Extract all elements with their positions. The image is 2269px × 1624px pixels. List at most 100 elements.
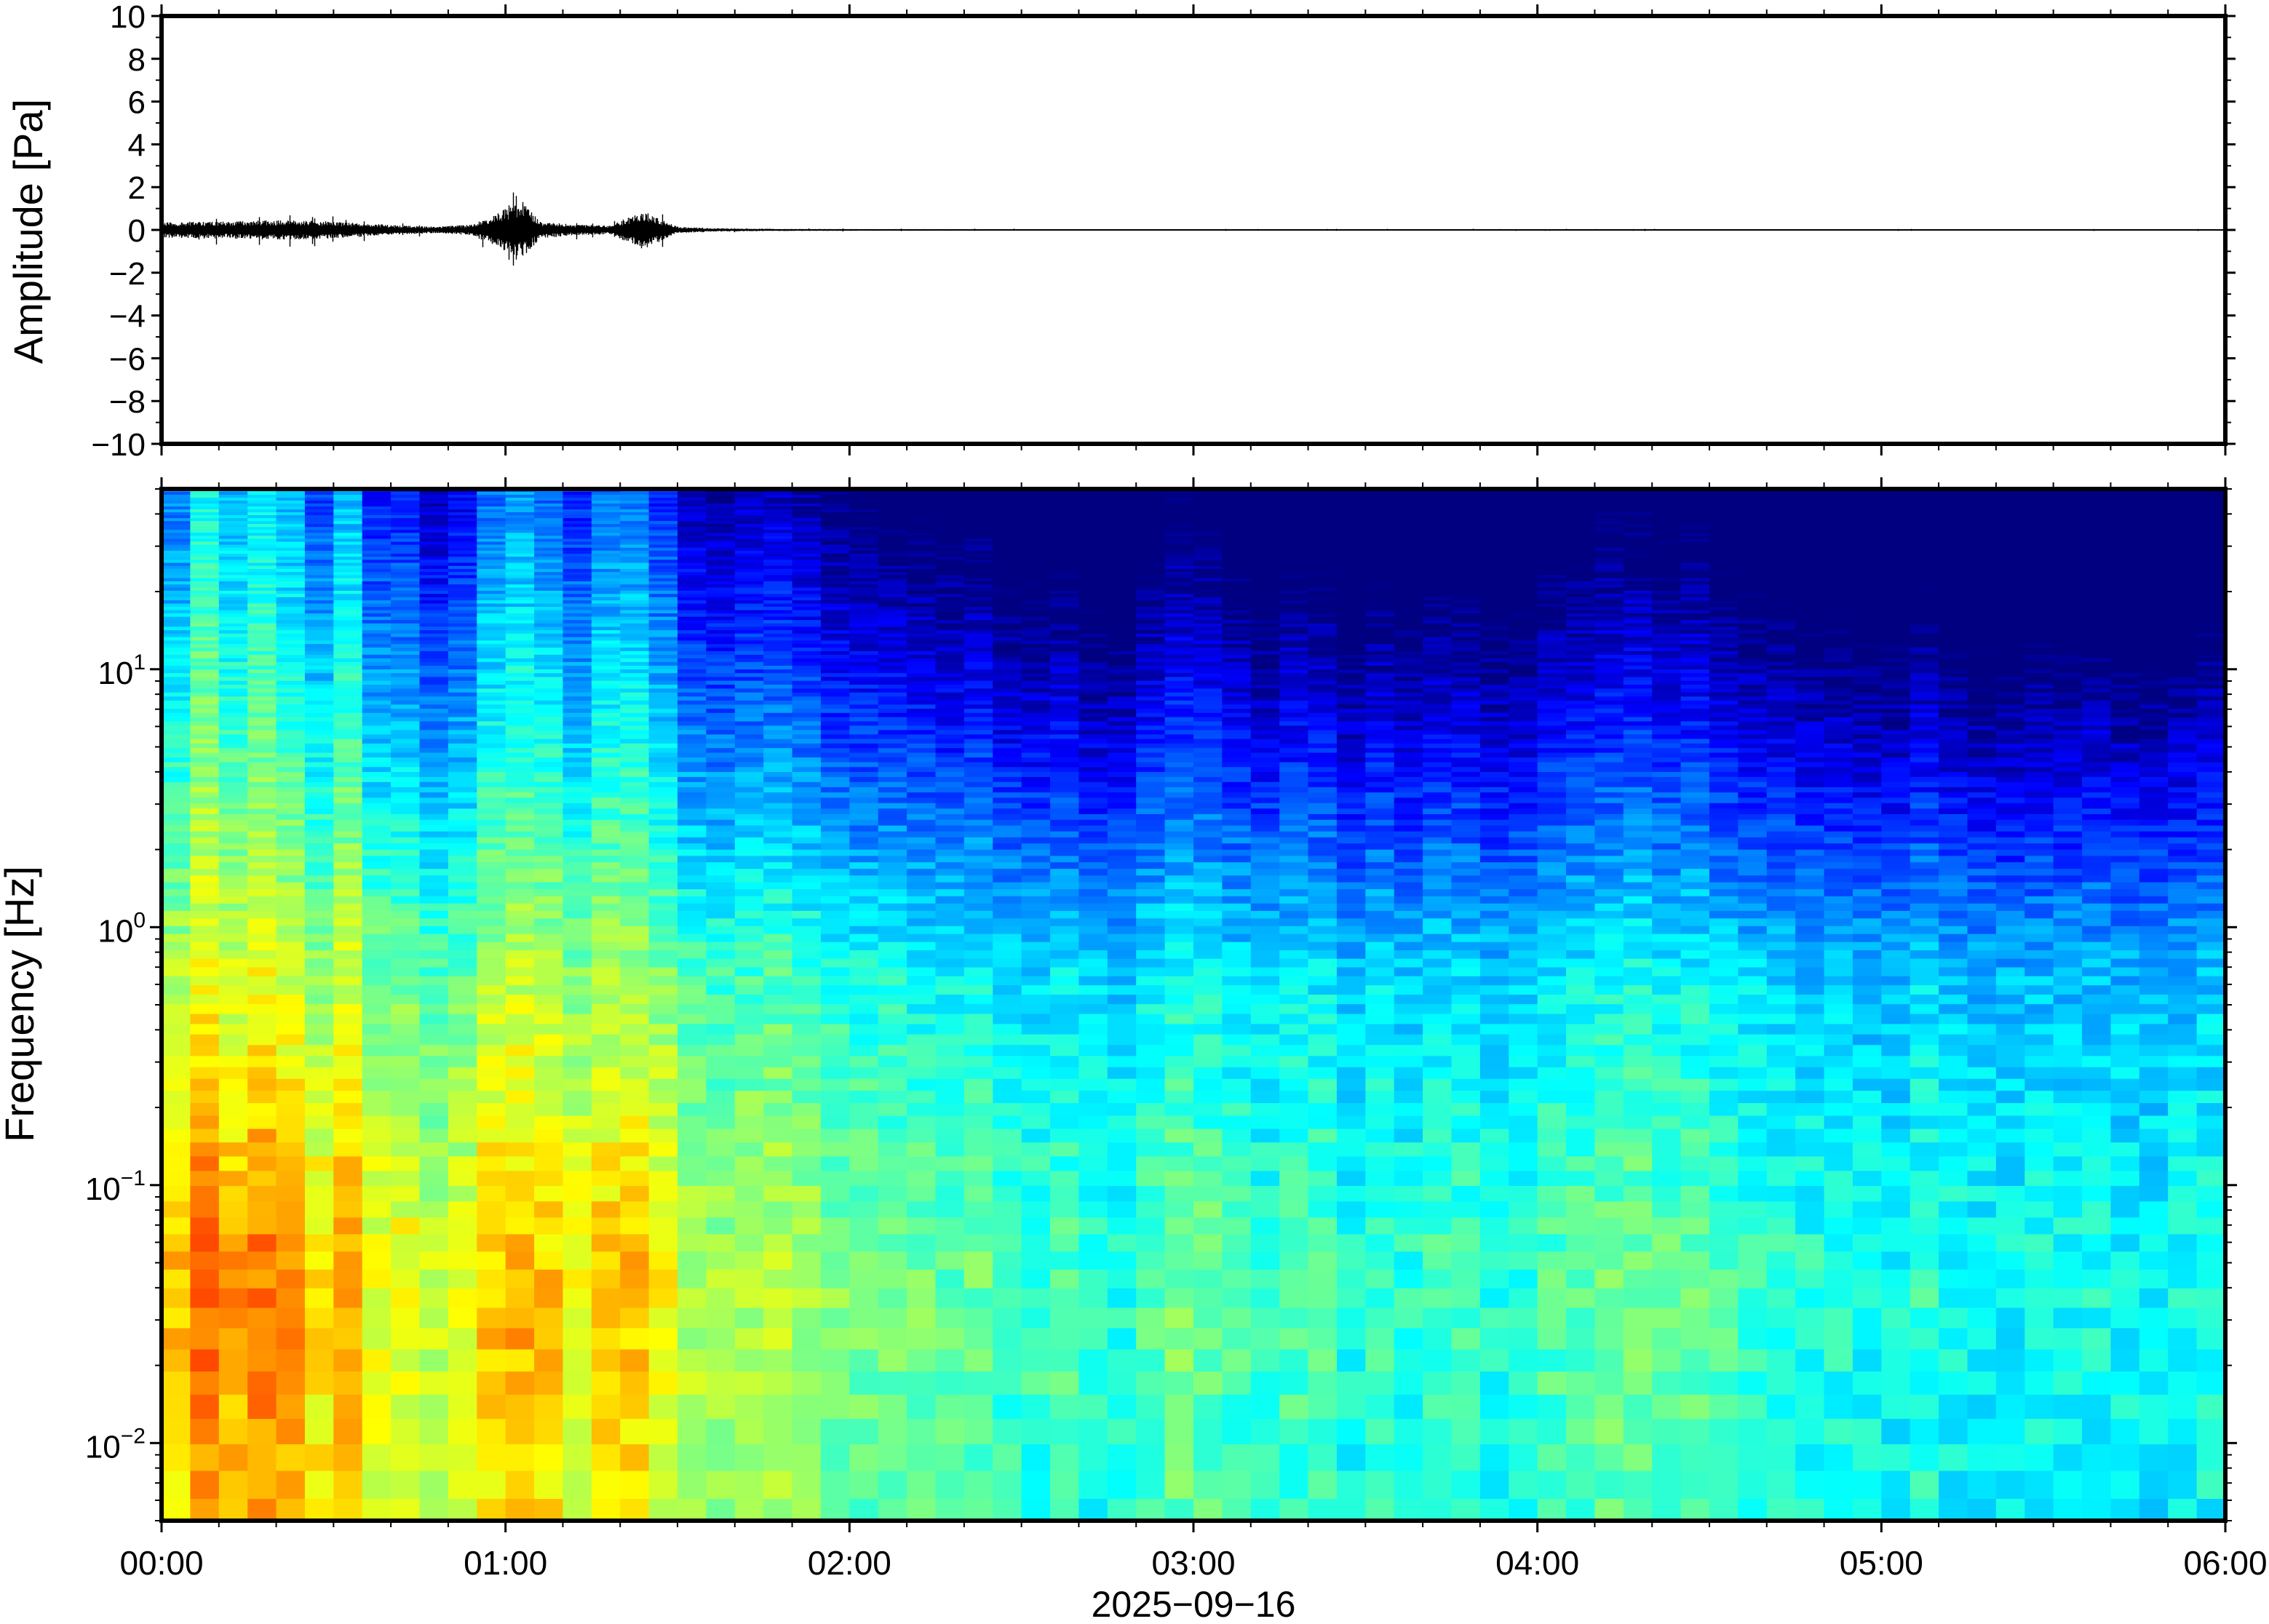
spectrogram-cell	[591, 524, 621, 528]
spectrogram-cell	[362, 994, 392, 1005]
spectrogram-cell	[276, 644, 306, 648]
spectrogram-cell	[1107, 550, 1137, 554]
spectrogram-cell	[648, 862, 678, 869]
spectrogram-cell	[304, 787, 335, 793]
spectrogram-cell	[304, 882, 335, 890]
spectrogram-cell	[620, 910, 650, 920]
spectrogram-cell	[162, 1024, 191, 1035]
spectrogram-cell	[591, 665, 621, 670]
spectrogram-cell	[419, 688, 449, 693]
spectrogram-cell	[620, 808, 650, 815]
spectrogram-cell	[391, 813, 421, 821]
spectrogram-cell	[391, 1045, 421, 1057]
spectrogram-cell	[849, 557, 879, 561]
spectrogram-cell	[963, 825, 994, 832]
spectrogram-cell	[505, 590, 535, 595]
spectrogram-cell	[1021, 803, 1051, 810]
spectrogram-cell	[993, 565, 1022, 570]
spectrogram-cell	[505, 633, 535, 638]
spectrogram-cell	[620, 1419, 650, 1445]
spectrogram-cell	[792, 568, 822, 573]
spectrogram-cell	[734, 547, 764, 552]
spectrogram-cell	[477, 1103, 506, 1117]
spectrogram-cell	[448, 1034, 478, 1046]
spectrogram-cell	[620, 752, 650, 758]
spectrogram-cell	[162, 1103, 191, 1117]
spectrogram-cell	[1107, 521, 1137, 525]
spectrogram-cell	[276, 518, 306, 522]
spectrogram-cell	[419, 492, 449, 495]
spectrogram-cell	[734, 692, 764, 698]
spectrogram-cell	[907, 685, 937, 690]
spectrogram-cell	[162, 498, 191, 501]
spectrogram-cell	[792, 673, 822, 678]
spectrogram-cell	[935, 725, 965, 731]
spectrogram-cell	[505, 1307, 535, 1329]
spectrogram-cell	[620, 869, 650, 877]
spectrogram-cell	[247, 633, 277, 638]
spectrogram-cell	[706, 843, 736, 851]
spectrogram-cell	[391, 903, 421, 912]
spectrogram-cell	[304, 677, 335, 682]
spectrogram-cell	[907, 1269, 937, 1289]
spectrogram-cell	[907, 1014, 937, 1025]
spectrogram-cell	[391, 1444, 421, 1472]
spectrogram-cell	[1021, 616, 1051, 621]
spectrogram-cell	[993, 550, 1022, 554]
spectrogram-cell	[534, 831, 564, 838]
spectrogram-cell	[792, 544, 822, 549]
spectrogram-cell	[677, 565, 707, 570]
spectrogram-cell	[304, 1288, 335, 1309]
spectrogram-cell	[1021, 688, 1051, 693]
spectrogram-cell	[993, 637, 1022, 642]
spectrogram-cell	[963, 654, 994, 659]
amplitude-y-tick-label: −2	[109, 256, 146, 292]
spectrogram-cell	[763, 658, 793, 663]
spectrogram-cell	[477, 831, 506, 838]
spectrogram-cell	[362, 610, 392, 614]
spectrogram-cell	[734, 696, 764, 701]
spectrogram-cell	[792, 607, 822, 611]
spectrogram-cell	[734, 616, 764, 621]
spectrogram-cell	[247, 1234, 277, 1252]
spectrogram-cell	[993, 882, 1022, 890]
spectrogram-cell	[620, 673, 650, 678]
spectrogram-cell	[534, 918, 564, 927]
spectrogram-cell	[591, 587, 621, 592]
spectrogram-cell	[218, 1103, 248, 1117]
spectrogram-cell	[304, 1269, 335, 1289]
spectrogram-cell	[849, 578, 879, 582]
spectrogram-cell	[792, 1251, 822, 1270]
spectrogram-cell	[276, 1307, 306, 1329]
spectrogram-cell	[333, 550, 363, 554]
spectrogram-cell	[333, 725, 363, 731]
spectrogram-cell	[591, 613, 621, 618]
spectrogram-cell	[993, 958, 1022, 968]
spectrogram-cell	[1078, 918, 1108, 927]
spectrogram-cell	[878, 538, 907, 543]
spectrogram-cell	[935, 748, 965, 754]
spectrogram-cell	[792, 825, 822, 832]
spectrogram-cell	[1078, 637, 1108, 642]
spectrogram-cell	[505, 1269, 535, 1289]
spectrogram-cell	[878, 700, 907, 706]
spectrogram-cell	[362, 575, 392, 579]
spectrogram-cell	[792, 1156, 822, 1172]
spectrogram-cell	[218, 934, 248, 943]
spectrogram-cell	[505, 541, 535, 546]
spectrogram-cell	[878, 976, 907, 986]
spectrogram-cell	[620, 1307, 650, 1329]
spectrogram-cell	[648, 725, 678, 731]
spectrogram-cell	[878, 1129, 907, 1143]
spectrogram-cell	[1078, 757, 1108, 763]
spectrogram-cell	[391, 565, 421, 570]
spectrogram-cell	[963, 739, 994, 744]
spectrogram-cell	[362, 843, 392, 851]
spectrogram-cell	[304, 910, 335, 920]
spectrogram-cell	[534, 506, 564, 510]
spectrogram-cell	[1050, 550, 1080, 554]
spectrogram-cell	[1050, 1185, 1080, 1203]
spectrogram-cell	[362, 607, 392, 611]
spectrogram-cell	[820, 704, 851, 709]
spectrogram-cell	[648, 926, 678, 935]
